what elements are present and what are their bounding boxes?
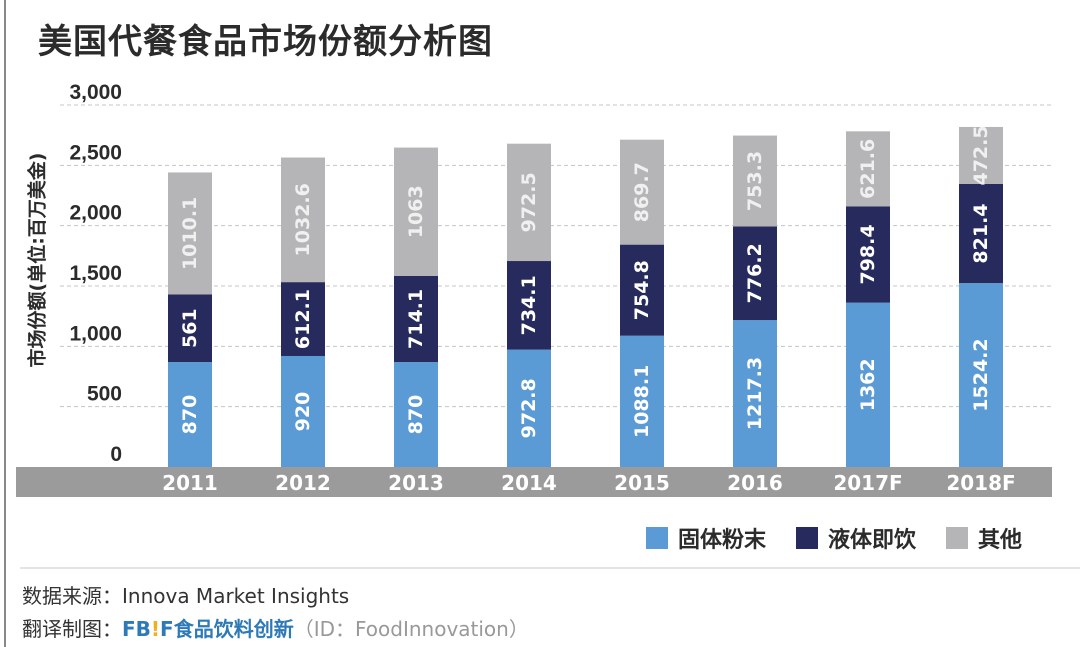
bar-segment — [507, 143, 551, 262]
data-label: 1063 — [405, 185, 427, 238]
legend: 固体粉末 液体即饮 其他 — [646, 522, 1022, 554]
bar-segment — [394, 362, 438, 467]
data-label: 972.5 — [518, 172, 540, 232]
chart-title: 美国代餐食品市场份额分析图 — [38, 22, 493, 62]
y-tick-label: 1,000 — [69, 322, 122, 345]
bar-segment — [394, 275, 438, 363]
data-label: 870 — [179, 395, 201, 435]
credit-line: 翻译制图： FB!F食品饮料创新 （ID：FoodInnovation） — [22, 613, 529, 642]
source-line: 数据来源：Innova Market Insights — [22, 580, 349, 609]
data-label: 754.8 — [631, 260, 653, 320]
bar-segment — [620, 244, 664, 336]
x-tick-label: 2017F — [833, 471, 902, 495]
bar-segment — [959, 283, 1003, 467]
legend-swatch — [946, 527, 969, 549]
brand-cn: 食品饮料创新 — [173, 617, 294, 641]
data-label: 612.1 — [292, 289, 314, 349]
bar-segment — [733, 135, 777, 227]
legend-label: 液体即饮 — [828, 528, 917, 553]
credit-label: 翻译制图： — [22, 617, 122, 641]
bar-segment — [959, 126, 1003, 184]
x-tick-label: 2016 — [727, 471, 783, 495]
legend-swatch — [796, 527, 819, 549]
bar-segment — [846, 302, 890, 467]
y-tick-label: 1,500 — [69, 262, 122, 285]
data-label: 1362 — [857, 358, 879, 411]
bar-segment — [959, 183, 1003, 284]
data-label: 714.1 — [405, 289, 427, 349]
legend-item-other: 其他 — [946, 522, 1022, 554]
legend-label: 固体粉末 — [678, 528, 767, 553]
bar-segment — [846, 206, 890, 303]
source-text: Innova Market Insights — [122, 584, 350, 608]
legend-item-liquid-rtd: 液体即饮 — [796, 522, 916, 554]
x-tick-label: 2011 — [162, 471, 218, 495]
bar-segment — [168, 172, 212, 295]
data-label: 776.2 — [744, 243, 766, 303]
data-label: 561 — [179, 308, 201, 348]
x-tick-label: 2015 — [614, 471, 670, 495]
data-label: 734.1 — [518, 275, 540, 335]
account-id: （ID：FoodInnovation） — [293, 617, 529, 641]
data-label: 869.7 — [631, 162, 653, 222]
x-tick-label: 2013 — [388, 471, 444, 495]
legend-label: 其他 — [978, 528, 1023, 553]
brand-exclaim: ! — [150, 617, 161, 641]
bar-segment — [281, 355, 325, 467]
y-tick-label: 3,000 — [69, 81, 122, 104]
bar-segment — [733, 226, 777, 321]
bar-segment — [733, 320, 777, 467]
bar-segment — [168, 362, 212, 467]
data-label: 1010.1 — [179, 197, 201, 270]
bar-segment — [620, 139, 664, 245]
data-label: 821.4 — [970, 203, 992, 263]
bar-segment — [394, 147, 438, 276]
brand-logo: FB!F食品饮料创新 — [122, 613, 294, 642]
x-tick-label: 2018F — [946, 471, 1015, 495]
left-border — [4, 0, 6, 647]
bar-segment — [281, 282, 325, 356]
source-label: 数据来源： — [22, 584, 122, 608]
data-label: 753.3 — [744, 151, 766, 211]
bar-segment — [168, 294, 212, 363]
data-label: 1032.6 — [292, 183, 314, 256]
data-label: 1524.2 — [970, 338, 992, 411]
footer-divider — [20, 567, 1080, 569]
bar-segment — [846, 131, 890, 207]
bar-segment — [507, 261, 551, 350]
brand-fb: FB — [122, 617, 151, 641]
bar-segment — [281, 157, 325, 283]
data-label: 1088.1 — [631, 365, 653, 438]
x-tick-label: 2014 — [501, 471, 557, 495]
stacked-bar-chart: 0 500 1,000 1,500 2,000 2,500 3,000 870 561 1010.… — [16, 81, 1052, 497]
bar-segment — [620, 335, 664, 467]
x-axis-band — [16, 467, 1052, 497]
data-label: 472.5 — [970, 125, 992, 185]
legend-swatch — [646, 527, 668, 549]
data-label: 920 — [292, 392, 314, 432]
y-tick-label: 500 — [87, 383, 122, 406]
x-tick-label: 2012 — [275, 471, 331, 495]
bar-segment — [507, 349, 551, 467]
data-label: 870 — [405, 395, 427, 435]
y-tick-label: 2,500 — [69, 141, 122, 164]
data-label: 798.4 — [857, 224, 879, 284]
brand-f: F — [160, 617, 174, 641]
data-label: 621.6 — [857, 139, 879, 199]
y-tick-label: 0 — [110, 443, 122, 466]
data-label: 972.8 — [518, 378, 540, 438]
data-label: 1217.3 — [744, 357, 766, 430]
y-tick-label: 2,000 — [69, 202, 122, 225]
legend-item-solid-powder: 固体粉末 — [646, 522, 766, 554]
